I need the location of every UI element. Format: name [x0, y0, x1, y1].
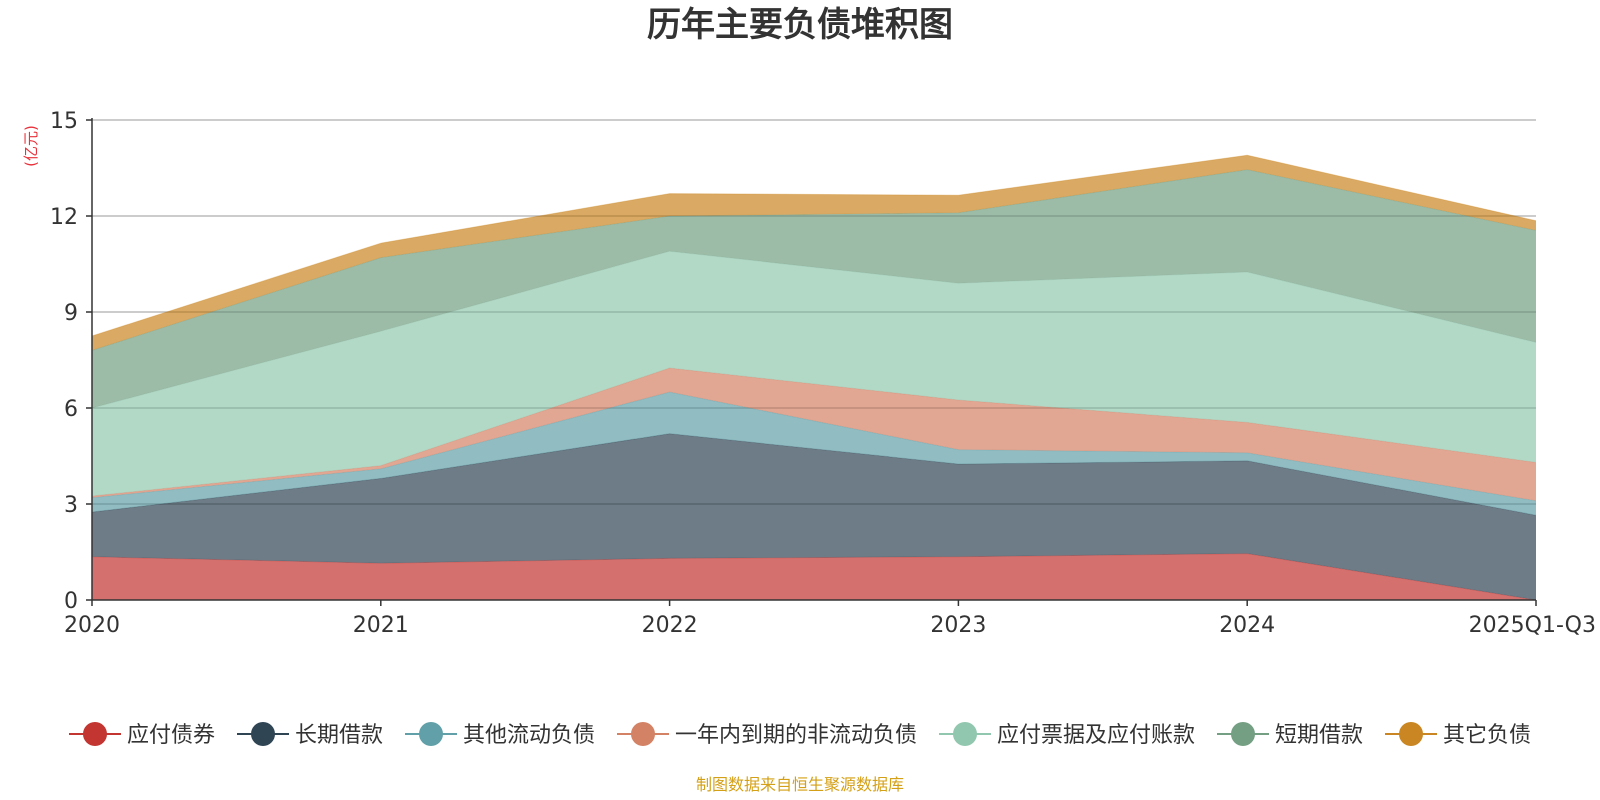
area-4	[92, 368, 1536, 501]
legend-item[interactable]: 短期借款	[1217, 722, 1363, 748]
x-tick-label: 2021	[353, 613, 409, 638]
source-note: 制图数据来自恒生聚源数据库	[696, 775, 904, 794]
legend-circle-icon	[630, 722, 655, 746]
y-axis-unit-label: (亿元)	[22, 125, 40, 167]
area-series-group	[91, 154, 1537, 601]
legend-item[interactable]: 应付票据及应付账款	[939, 722, 1195, 748]
area-7	[92, 155, 1536, 351]
legend-circle-icon	[1399, 722, 1424, 746]
y-tick-label: 12	[50, 205, 78, 230]
legend-item[interactable]: 一年内到期的非流动负债	[616, 722, 917, 748]
legend: 应付债券 长期借款 其他流动负债 一年内到期的非流动负债 应付票据及应付账款 短期借款 其它…	[68, 722, 1531, 748]
area-2	[92, 433, 1536, 600]
legend-item[interactable]: 其它负债	[1385, 722, 1531, 748]
area-6	[92, 169, 1536, 408]
y-tick-label: 0	[64, 589, 78, 614]
legend-circle-icon	[1231, 722, 1256, 746]
legend-label: 应付债券	[127, 723, 215, 748]
legend-item[interactable]: 应付债券	[68, 722, 215, 748]
x-tick-label: 2020	[64, 613, 120, 638]
legend-label: 其他流动负债	[463, 723, 595, 748]
area-line-7	[91, 154, 1537, 337]
area-5	[92, 251, 1536, 496]
y-tick-label: 6	[64, 397, 78, 422]
chart-title: 历年主要负债堆积图	[647, 5, 953, 45]
area-1	[92, 553, 1536, 600]
y-tick-label: 15	[50, 109, 78, 134]
legend-circle-icon	[953, 722, 978, 746]
legend-label: 其它负债	[1443, 723, 1531, 748]
x-tick-label: 2022	[642, 613, 698, 638]
gridline-overlay	[92, 119, 1536, 505]
axes: 0 3 6 9 12 15 2020 2021 2022 2023 2024 2025Q1-Q3	[50, 109, 1596, 638]
legend-label: 长期借款	[295, 723, 383, 748]
legend-circle-icon	[82, 722, 107, 746]
legend-item[interactable]: 其他流动负债	[404, 722, 595, 748]
x-tick-label: 2025Q1-Q3	[1469, 613, 1596, 638]
legend-circle-icon	[418, 722, 443, 746]
x-tick-label: 2023	[930, 613, 986, 638]
legend-circle-icon	[250, 722, 275, 746]
legend-label: 应付票据及应付账款	[997, 723, 1195, 748]
legend-label: 一年内到期的非流动负债	[675, 723, 917, 748]
x-tick-label: 2024	[1219, 613, 1275, 638]
legend-label: 短期借款	[1275, 723, 1363, 748]
area-3	[92, 392, 1536, 516]
y-tick-label: 9	[64, 301, 78, 326]
legend-item[interactable]: 长期借款	[236, 722, 383, 748]
y-tick-label: 3	[64, 493, 78, 518]
